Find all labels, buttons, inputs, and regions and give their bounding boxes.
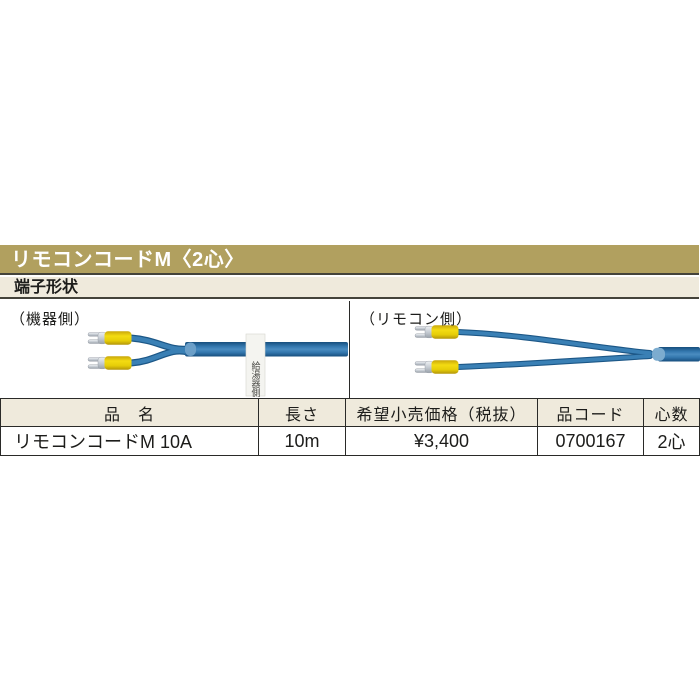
cable-tag-text: 給湯器側 [251,360,261,397]
col-header-cores: 心数 [643,398,700,427]
spade-terminal-icon [414,325,459,339]
col-header-code: 品コード [537,398,644,427]
spade-terminal-icon [87,331,132,345]
terminal-shape-diagram: 給湯器側 （機器側） [0,301,700,398]
remote-side-panel: （リモコン側） [350,301,700,398]
cable-body [658,347,700,362]
spade-terminal-icon [87,356,132,370]
equipment-side-caption: （機器側） [10,311,91,328]
section-label: 端子形状 [0,277,699,299]
cable-tag: 給湯器側 [245,333,266,397]
product-cores: 2心 [643,426,700,456]
product-price: ¥3,400 [345,426,538,456]
equipment-side-panel: 給湯器側 （機器側） [0,301,350,398]
col-header-price: 希望小売価格（税抜） [345,398,538,427]
page-title: リモコンコードM〈2心〉 [0,245,699,275]
product-length: 10m [258,426,346,456]
spec-table: 品 名 長さ 希望小売価格（税抜） 品コード 心数 リモコンコードM 10A 1… [0,398,700,456]
cable-body [185,342,348,357]
spade-terminal-icon [414,360,459,374]
product-name: リモコンコードM 10A [0,426,259,456]
equipment-side-cable-illustration: 給湯器側 [87,331,348,397]
table-row: リモコンコードM 10A 10m ¥3,400 0700167 2心 [0,426,700,456]
remote-side-cable-illustration [414,325,700,374]
product-code: 0700167 [537,426,644,456]
spec-table-header-row: 品 名 長さ 希望小売価格（税抜） 品コード 心数 [0,398,700,427]
remote-side-caption: （リモコン側） [360,311,473,328]
col-header-name: 品 名 [0,398,259,427]
col-header-length: 長さ [258,398,346,427]
